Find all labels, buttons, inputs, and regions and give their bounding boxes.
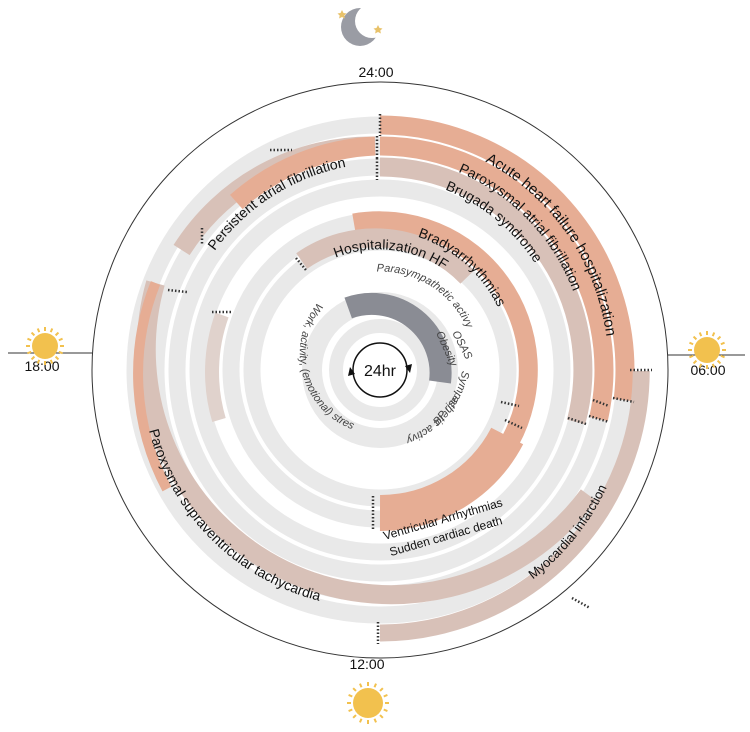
sun-icon [688, 331, 726, 369]
core-track-inner [329, 319, 431, 421]
sun-ray [348, 708, 353, 712]
arc-persistent-af-peak [230, 136, 376, 210]
sun-ray [720, 341, 725, 346]
arc-bradyarrhythmias [352, 211, 538, 446]
sun-ray [54, 331, 60, 337]
center-label-bg [358, 360, 402, 380]
sun-ray [359, 718, 363, 723]
sun-icon [347, 682, 389, 724]
sun-ray [49, 359, 54, 364]
sun-ray [58, 350, 63, 355]
arc-myocardial-infarction [379, 370, 650, 642]
sun-ray [698, 332, 703, 337]
sun-ray [716, 335, 722, 341]
sun-ray [30, 331, 36, 337]
sun-ray [711, 363, 716, 368]
sun-ray [27, 350, 32, 355]
arc-brugada [379, 157, 593, 425]
arc-hospitalization-hf [296, 228, 475, 284]
tick [295, 257, 307, 271]
center-label: 24hr [364, 363, 397, 380]
sun-ray [359, 683, 363, 688]
sun-ray [383, 694, 388, 698]
sun-ray [36, 328, 41, 333]
time-label-noon: 12:00 [349, 656, 384, 672]
sun-ray [49, 328, 54, 333]
time-label-midnight: 24:00 [358, 64, 393, 80]
sun-ray [716, 359, 722, 365]
tick-marks [167, 114, 652, 644]
core-arc [344, 292, 452, 384]
sun-ray [54, 355, 60, 361]
tick [612, 396, 635, 404]
tick [500, 400, 520, 408]
sun-ray [689, 354, 694, 359]
sun-ray [36, 359, 41, 364]
sun-ray [27, 337, 32, 342]
sun-ray [692, 335, 698, 341]
sun-ray [379, 687, 384, 692]
moon-and-stars-icon [337, 4, 389, 46]
sun-ray [348, 694, 353, 698]
cycle-arrowhead-right [405, 364, 412, 373]
arc-acute-hf [379, 115, 635, 402]
sun-ray [720, 354, 725, 359]
track-ring [189, 179, 571, 561]
sun-ray [689, 341, 694, 346]
time-label-morning: 06:00 [690, 362, 725, 378]
sun-ray [352, 687, 357, 692]
sun-icon [26, 327, 64, 365]
arc-psvt-peak [133, 281, 172, 492]
sun-ray [379, 714, 384, 719]
arc-ventricular-arrhythmias [379, 427, 524, 532]
sun-ray [30, 355, 36, 361]
sun-ray [383, 708, 388, 712]
cycle-arrows [352, 342, 408, 398]
sun-ray [352, 714, 357, 719]
arc-paroxysmal-af [379, 136, 614, 422]
sun-ray [711, 332, 716, 337]
sun-ray [58, 337, 63, 342]
sun-ray [692, 359, 698, 365]
arc-psvt [136, 280, 597, 605]
cycle-arrowhead-left [348, 367, 355, 376]
sun-ray [698, 363, 703, 368]
time-label-evening: 18:00 [24, 358, 59, 374]
clock-outer-circle [91, 81, 669, 659]
tick [571, 596, 591, 610]
tick [592, 398, 610, 408]
arc-left-inner [205, 312, 229, 422]
sun-ray [373, 718, 377, 723]
sun-ray [373, 683, 377, 688]
